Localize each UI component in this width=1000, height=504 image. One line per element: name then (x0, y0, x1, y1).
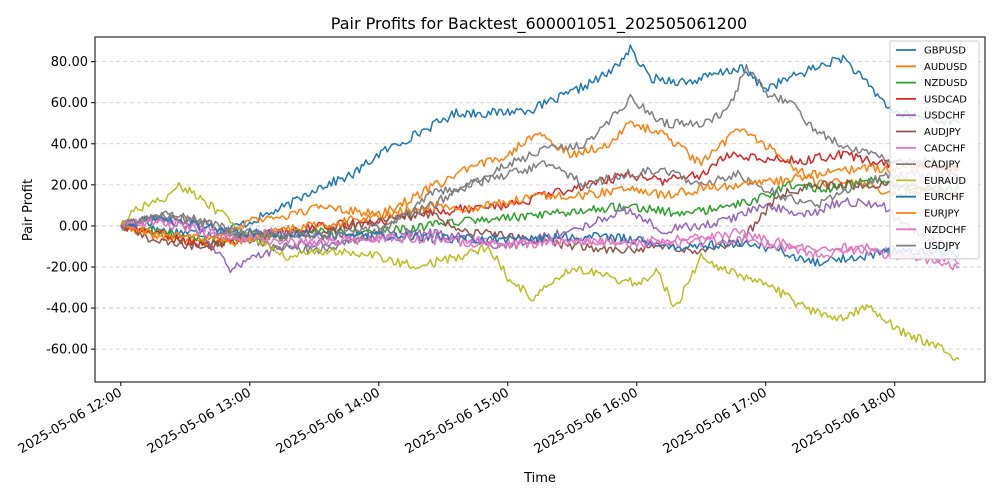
plot-frame (94, 36, 986, 383)
series-line-audusd (120, 120, 960, 247)
y-tick-label: -60.00 (46, 343, 88, 358)
series-line-usdjpy (120, 63, 960, 242)
series-line-gbpusd (120, 44, 960, 239)
legend-label: EURAUD (924, 176, 966, 187)
legend-label: EURCHF (924, 192, 965, 203)
y-tick-label: 60.00 (51, 96, 88, 111)
legend-label: NZDCHF (924, 225, 967, 236)
legend-label: CADCHF (924, 143, 966, 154)
chart-title: Pair Profits for Backtest_600001051_2025… (331, 14, 747, 34)
legend-label: USDCHF (924, 111, 966, 122)
legend: GBPUSD AUDUSD NZDUSD USDCAD USDCHF AUDJPY CADC… (889, 40, 980, 260)
legend-box (889, 40, 980, 260)
y-tick-label: 40.00 (51, 137, 88, 152)
legend-label: USDCAD (924, 94, 967, 105)
legend-label: GBPUSD (924, 46, 966, 57)
x-axis-title: Time (523, 471, 556, 486)
series-line-cadjpy (120, 160, 960, 255)
y-tick-label: -40.00 (46, 302, 88, 317)
series-line-nzdchf (120, 217, 960, 271)
y-tick-label: 80.00 (51, 55, 88, 70)
legend-label: CADJPY (924, 160, 961, 171)
y-axis-title: Pair Profit (21, 179, 36, 241)
legend-label: AUDJPY (924, 127, 962, 138)
series-line-euraud (120, 181, 960, 361)
legend-label: EURJPY (924, 209, 960, 220)
y-tick-label: 0.00 (59, 219, 88, 234)
series-layer (120, 44, 960, 361)
series-line-usdchf (120, 197, 960, 274)
legend-label: USDJPY (924, 241, 961, 252)
series-line-eurchf (120, 215, 960, 267)
y-tick-label: 20.00 (51, 178, 88, 193)
legend-label: AUDUSD (924, 62, 968, 73)
legend-label: NZDUSD (924, 78, 968, 89)
y-tick-label: -20.00 (46, 261, 88, 276)
